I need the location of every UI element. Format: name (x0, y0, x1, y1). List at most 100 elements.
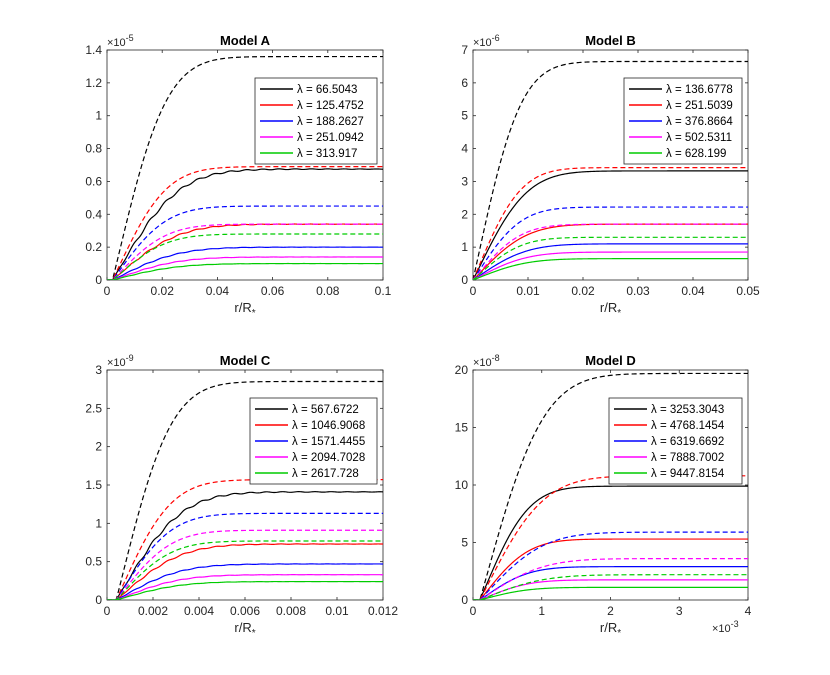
x-tick-label: 0.02 (571, 284, 595, 298)
x-tick-label: 0.05 (736, 284, 760, 298)
legend-entry-label: λ = 6319.6692 (651, 436, 724, 448)
series-3 (473, 206, 748, 280)
y-tick-label: 0 (461, 593, 468, 607)
legend-entry-label: λ = 567.6722 (292, 404, 359, 416)
x-label-subscript: * (617, 308, 621, 319)
x-tick-label: 0.006 (230, 604, 260, 618)
series-4 (107, 223, 383, 280)
y-tick-label: 5 (461, 536, 468, 550)
y-tick-label: 7 (461, 43, 468, 57)
x-tick-label: 0.008 (276, 604, 306, 618)
x-tick-label: 0 (470, 284, 477, 298)
series-solid-line (107, 543, 383, 600)
x-axis-label: r/R* (234, 300, 255, 319)
y-tick-label: 0.2 (85, 240, 102, 254)
x-tick-label: 0.03 (626, 284, 650, 298)
legend-entry-label: λ = 502.5311 (666, 132, 732, 144)
series-5 (107, 233, 383, 280)
chart-title: Model A (220, 33, 271, 48)
y-tick-label: 1.2 (85, 76, 102, 90)
y-tick-label: 1.5 (85, 478, 102, 492)
x-axis-multiplier: ×10-3 (712, 619, 739, 635)
series-5 (107, 540, 383, 600)
series-1 (473, 60, 748, 280)
series-dashed-line (473, 206, 748, 280)
y-tick-label: 0.6 (85, 174, 102, 188)
series-solid-line (473, 586, 748, 600)
series-solid-line (473, 170, 748, 280)
legend-entry-label: λ = 3253.3043 (651, 404, 724, 416)
x-tick-label: 0.002 (138, 604, 168, 618)
y-multiplier-base: ×10 (473, 37, 492, 49)
y-tick-label: 3 (461, 174, 468, 188)
x-tick-label: 1 (538, 604, 545, 618)
x-tick-label: 2 (607, 604, 614, 618)
legend-entry-label: λ = 313.917 (297, 148, 357, 160)
legend-entry-label: λ = 136.6778 (666, 84, 733, 96)
chart-panel-1: 0 0.02 0.04 0.06 0.08 0.1 0 0.2 0.4 0.6 0.8 1 1.2 1.4… (85, 33, 391, 319)
x-tick-label: 0.04 (681, 284, 705, 298)
series-1 (107, 380, 383, 600)
x-label-text: r/R (600, 300, 617, 315)
series-dashed-line (107, 233, 383, 280)
y-axis-multiplier: ×10-9 (107, 353, 134, 369)
x-tick-label: 0.012 (368, 604, 398, 618)
y-multiplier-base: ×10 (107, 357, 126, 369)
legend: λ = 136.6778 λ = 251.5039 λ = 376.8664 λ = … (623, 77, 743, 165)
y-axis-multiplier: ×10-5 (107, 33, 134, 49)
plot-area (107, 55, 383, 280)
series-4 (107, 529, 383, 600)
x-tick-label: 0.02 (151, 284, 175, 298)
legend-entry-label: λ = 1046.9068 (292, 420, 365, 432)
y-tick-label: 5 (461, 109, 468, 123)
series-dashed-line (107, 223, 383, 280)
y-multiplier-base: ×10 (473, 357, 492, 369)
y-axis-multiplier: ×10-6 (473, 33, 500, 49)
x-tick-label: 0 (470, 604, 477, 618)
series-dashed-line (473, 236, 748, 280)
series-dashed-line (473, 223, 748, 280)
legend-entry-label: λ = 1571.4455 (292, 436, 365, 448)
y-tick-label: 1 (95, 109, 102, 123)
x-label-text: r/R (600, 620, 617, 635)
x-axis-label: r/R* (600, 620, 621, 639)
x-multiplier-exponent: -3 (731, 619, 739, 629)
x-label-text: r/R (234, 620, 251, 635)
chart-panel-2: 0 0.01 0.02 0.03 0.04 0.05 0 1 2 3 4 5 6 7 ×10-6 Model … (461, 33, 760, 319)
series-solid-line (473, 485, 748, 600)
series-3 (107, 512, 383, 600)
x-tick-label: 0 (104, 604, 111, 618)
series-3 (107, 205, 383, 280)
x-label-text: r/R (234, 300, 251, 315)
y-multiplier-exponent: -5 (126, 33, 134, 43)
y-tick-label: 6 (461, 76, 468, 90)
y-tick-label: 0.8 (85, 142, 102, 156)
series-dashed-line (473, 167, 748, 280)
series-4 (473, 223, 748, 280)
y-tick-label: 0.4 (85, 207, 102, 221)
x-label-subscript: * (252, 628, 256, 639)
series-dashed-line (107, 166, 383, 280)
series-solid-line (107, 262, 383, 280)
x-tick-label: 4 (745, 604, 752, 618)
legend-entry-label: λ = 188.2627 (297, 116, 364, 128)
series-solid-line (107, 563, 383, 600)
series-solid-line (107, 574, 383, 600)
series-dashed-line (107, 380, 383, 600)
y-multiplier-exponent: -8 (492, 353, 500, 363)
series-solid-line (473, 251, 748, 280)
y-tick-label: 0 (95, 593, 102, 607)
x-tick-label: 0.004 (184, 604, 214, 618)
legend: λ = 66.5043 λ = 125.4752 λ = 188.2627 λ = 2… (254, 77, 378, 165)
y-tick-label: 0.5 (85, 555, 102, 569)
x-tick-label: 0 (104, 284, 111, 298)
y-tick-label: 15 (455, 421, 469, 435)
series-solid-line (107, 491, 383, 600)
y-multiplier-base: ×10 (107, 37, 126, 49)
series-dashed-line (473, 531, 748, 600)
series-5 (473, 236, 748, 280)
series-5 (473, 574, 748, 600)
legend-entry-label: λ = 9447.8154 (651, 468, 725, 480)
x-multiplier-base: ×10 (712, 623, 731, 635)
